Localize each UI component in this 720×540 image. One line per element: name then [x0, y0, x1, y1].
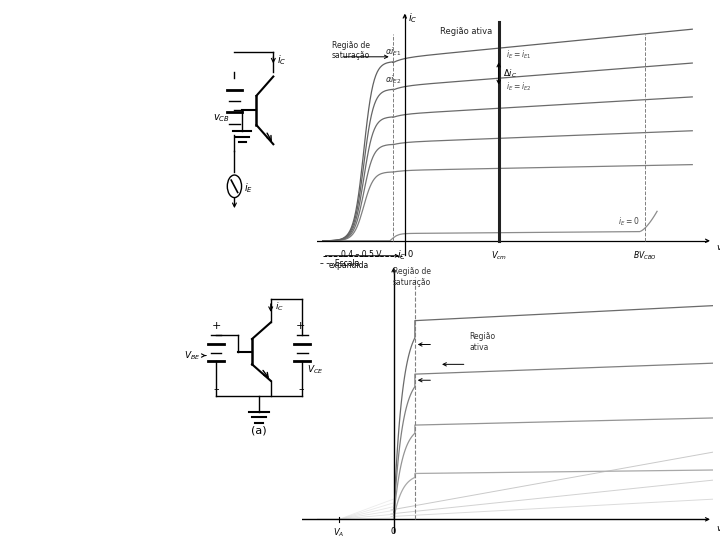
Text: – –  Escala: – – Escala — [320, 259, 359, 267]
Text: Característica: Característica — [45, 288, 149, 301]
Text: Ic $-$ V$_{\rm CE}$ de um TBJ npn: Ic $-$ V$_{\rm CE}$ de um TBJ npn — [12, 326, 182, 342]
Text: –: – — [213, 384, 219, 394]
Text: $i_E$: $i_E$ — [244, 181, 253, 195]
Text: Característica: Característica — [45, 61, 149, 74]
Text: $BV_{CBO}$: $BV_{CBO}$ — [634, 250, 657, 262]
Text: Região de
saturação: Região de saturação — [392, 267, 431, 287]
Text: +: + — [296, 321, 306, 332]
Text: Região
ativa: Região ativa — [469, 332, 496, 352]
Text: Ic $-$ V$_{\rm CB}$ de um TBJ npn: Ic $-$ V$_{\rm CB}$ de um TBJ npn — [12, 99, 182, 116]
Text: $V_A$: $V_A$ — [333, 527, 345, 539]
Text: 0.4 – 0.5 V: 0.4 – 0.5 V — [341, 250, 381, 259]
Text: (a): (a) — [251, 426, 267, 436]
Circle shape — [228, 175, 242, 198]
Text: Região de
saturação: Região de saturação — [331, 40, 369, 60]
Text: expandida: expandida — [328, 261, 369, 270]
Text: $V_{CE}$: $V_{CE}$ — [307, 364, 324, 376]
Text: 0: 0 — [408, 250, 413, 259]
Text: $v_{CB}$: $v_{CB}$ — [716, 243, 720, 254]
Text: $V_{BE}$: $V_{BE}$ — [184, 349, 200, 362]
Text: $v_{CE}$: $v_{CE}$ — [716, 524, 720, 535]
Text: $V_{cm}$: $V_{cm}$ — [490, 250, 507, 262]
Text: $i_E = i_{E1}$: $i_E = i_{E1}$ — [506, 48, 531, 61]
Text: $i_E = 0$: $i_E = 0$ — [618, 215, 639, 228]
Text: $v_{BE}$  $-$ $\cdots$: $v_{BE}$ $-$ $\cdots$ — [719, 358, 720, 368]
Text: $v_{CB}$: $v_{CB}$ — [213, 113, 230, 125]
Text: $v'''_{BE}$  $-$ $\cdots$: $v'''_{BE}$ $-$ $\cdots$ — [719, 464, 720, 476]
Text: +: + — [211, 321, 221, 332]
Text: $i_C$: $i_C$ — [408, 11, 417, 25]
Text: Região ativa: Região ativa — [440, 27, 492, 36]
Text: $v''_{BE}$  $-$ $\cdots$: $v''_{BE}$ $-$ $\cdots$ — [719, 411, 720, 424]
Text: $v'_{BE}$  $-$ $\cdots$: $v'_{BE}$ $-$ $\cdots$ — [719, 299, 720, 312]
Text: $\alpha i_{E1}$: $\alpha i_{E1}$ — [385, 45, 402, 58]
Text: 0: 0 — [391, 527, 396, 536]
Text: $i_E = i_{E2}$: $i_E = i_{E2}$ — [506, 81, 531, 93]
Text: –: – — [298, 384, 304, 394]
Text: $i_C$: $i_C$ — [277, 53, 287, 67]
Text: $\Delta i_C$: $\Delta i_C$ — [503, 68, 517, 80]
Text: $\alpha i_{E2}$: $\alpha i_{E2}$ — [385, 73, 402, 85]
Text: $i_C$: $i_C$ — [397, 248, 406, 262]
Text: $i_C$: $i_C$ — [275, 301, 284, 313]
